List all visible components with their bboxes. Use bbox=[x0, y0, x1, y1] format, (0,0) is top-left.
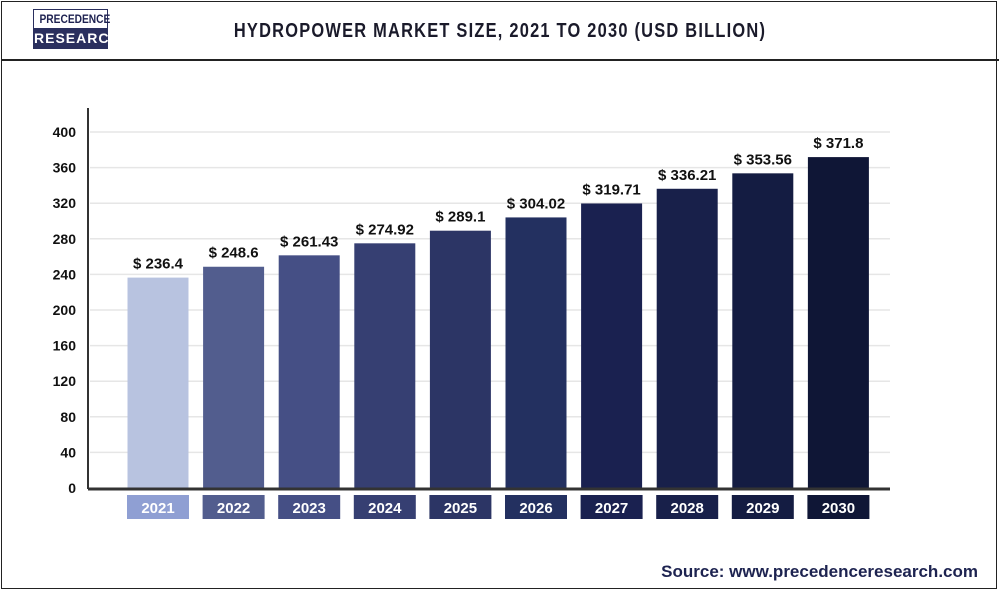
data-label: $ 274.92 bbox=[356, 221, 414, 238]
data-label: $ 353.56 bbox=[734, 151, 792, 168]
x-tick-label: 2030 bbox=[822, 500, 855, 517]
y-tick-label: 40 bbox=[60, 444, 76, 460]
data-label: $ 248.6 bbox=[209, 245, 259, 262]
category-box bbox=[731, 495, 794, 519]
x-tick-label: 2028 bbox=[671, 500, 704, 517]
category-box bbox=[807, 495, 870, 519]
logo-top: PRECEDENCE bbox=[39, 10, 111, 28]
category-box bbox=[353, 495, 416, 519]
y-tick-label: 120 bbox=[53, 373, 77, 389]
x-tick-label: 2025 bbox=[444, 500, 477, 517]
bar bbox=[581, 203, 643, 488]
y-tick-label: 240 bbox=[53, 266, 77, 282]
x-tick-label: 2024 bbox=[368, 500, 402, 517]
data-label: $ 336.21 bbox=[658, 167, 716, 184]
bar bbox=[656, 188, 718, 488]
category-box bbox=[580, 495, 643, 519]
x-tick-label: 2026 bbox=[519, 500, 552, 517]
y-tick-label: 200 bbox=[53, 302, 77, 318]
logo: PRECEDENCE RESEARCH bbox=[33, 9, 120, 49]
chart-title: HYDROPOWER MARKET SIZE, 2021 TO 2030 (US… bbox=[233, 20, 767, 42]
source-text: Source: www.precedenceresearch.com bbox=[661, 562, 978, 581]
y-tick-label: 160 bbox=[53, 338, 77, 354]
data-label: $ 371.8 bbox=[813, 135, 863, 152]
x-tick-label: 2027 bbox=[595, 500, 628, 517]
x-tick-label: 2021 bbox=[141, 500, 174, 517]
y-tick-label: 320 bbox=[53, 195, 77, 211]
y-tick-label: 0 bbox=[68, 480, 76, 496]
bar bbox=[203, 266, 265, 488]
category-box bbox=[505, 495, 567, 519]
bar bbox=[505, 217, 567, 489]
category-box bbox=[656, 495, 719, 519]
category-box bbox=[278, 495, 341, 519]
logo-bottom: RESEARCH bbox=[34, 28, 120, 49]
bar bbox=[807, 157, 869, 488]
category-box bbox=[127, 495, 189, 519]
y-tick-label: 280 bbox=[53, 231, 77, 247]
x-tick-label: 2023 bbox=[293, 500, 326, 517]
bar bbox=[278, 255, 340, 488]
bar bbox=[429, 230, 491, 489]
y-tick-label: 360 bbox=[53, 160, 77, 176]
data-label: $ 304.02 bbox=[507, 195, 565, 212]
x-tick-label: 2029 bbox=[746, 500, 779, 517]
y-tick-label: 400 bbox=[53, 124, 77, 140]
data-label: $ 236.4 bbox=[133, 256, 184, 273]
data-label: $ 289.1 bbox=[435, 209, 485, 226]
category-box bbox=[429, 495, 492, 519]
data-label: $ 319.71 bbox=[582, 181, 640, 198]
bar bbox=[354, 243, 416, 488]
category-box bbox=[202, 495, 265, 519]
bar bbox=[127, 277, 189, 488]
bar bbox=[732, 173, 794, 488]
data-label: $ 261.43 bbox=[280, 233, 338, 250]
x-tick-label: 2022 bbox=[217, 500, 250, 517]
header-divider bbox=[1, 59, 999, 61]
y-tick-label: 80 bbox=[60, 409, 76, 425]
